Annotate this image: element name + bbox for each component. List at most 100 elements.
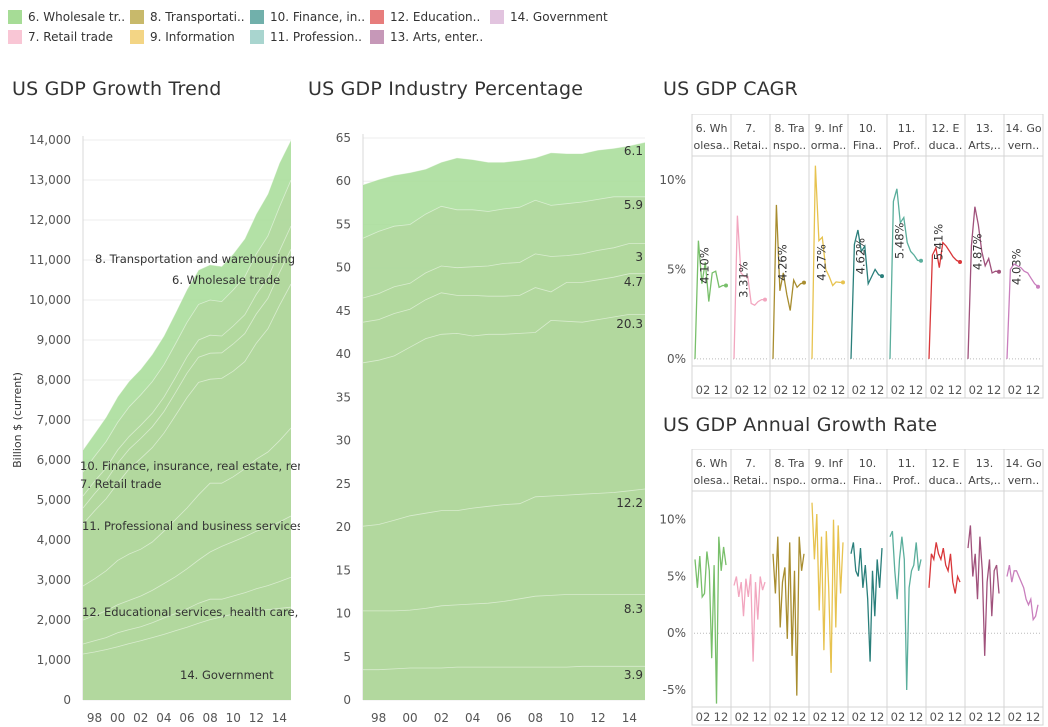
panel-header: 7. [745, 122, 756, 135]
legend-item[interactable]: 9. Information [130, 30, 235, 44]
x-tick-label: 12 [753, 383, 768, 397]
x-tick-label: 02 [1008, 383, 1023, 397]
x-tick-label: 02 [434, 711, 449, 725]
y-tick-label: 0% [667, 352, 686, 366]
panel-header: 9. Inf [814, 122, 843, 135]
y-tick-label: 12,000 [29, 213, 71, 227]
area-edge [82, 179, 292, 473]
legend-label: 11. Profession.. [270, 30, 362, 44]
area-edge [82, 606, 292, 655]
area-edge [82, 576, 292, 645]
panel-header: Fina.. [853, 474, 882, 487]
end-value-label: 3 [635, 250, 643, 264]
legend-item[interactable]: 10. Finance, in.. [250, 10, 365, 24]
panel-header: 6. Wh [696, 122, 728, 135]
y-tick-label: 2,000 [37, 613, 71, 627]
panel-header: 13. [976, 122, 994, 135]
y-tick-label: 10 [336, 607, 351, 621]
x-tick-label: 12 [792, 710, 807, 724]
series-line [733, 215, 765, 359]
panel-header: 11. [898, 457, 916, 470]
x-tick-label: 12 [1026, 710, 1041, 724]
y-tick-label: 10% [659, 513, 686, 527]
y-tick-label: 7,000 [37, 413, 71, 427]
x-tick-label: 14 [272, 711, 287, 725]
y-tick-label: 0% [667, 626, 686, 640]
end-value-label: 3.9 [624, 668, 643, 682]
cagr-value-label: 4.03% [1010, 248, 1024, 285]
area-edge [362, 273, 645, 323]
series-line [811, 502, 844, 673]
legend-item[interactable]: 11. Profession.. [250, 30, 362, 44]
legend-label: 9. Information [150, 30, 235, 44]
y-axis-label: Billion $ (current) [11, 372, 24, 468]
legend-label: 8. Transportati.. [150, 10, 245, 24]
legend-item[interactable]: 8. Transportati.. [130, 10, 245, 24]
cagr-value-label: 3.31% [737, 261, 751, 298]
x-tick-label: 02 [735, 710, 750, 724]
panel-frame [847, 449, 888, 726]
x-tick-label: 02 [969, 383, 984, 397]
cagr-value-label: 4.10% [698, 247, 712, 284]
legend-item[interactable]: 14. Government [490, 10, 608, 24]
series-line [1006, 564, 1039, 622]
annual-growth-title: US GDP Annual Growth Rate [663, 414, 938, 436]
area-edge [82, 515, 292, 621]
y-tick-label: 25 [336, 477, 351, 491]
y-tick-label: 3,000 [37, 573, 71, 587]
end-point [997, 269, 1001, 274]
legend-item[interactable]: 6. Wholesale tr.. [8, 10, 125, 24]
panel-header: 7. [745, 457, 756, 470]
x-tick-label: 12 [948, 710, 963, 724]
panel-header: orma.. [811, 139, 847, 152]
legend-swatch [130, 10, 144, 24]
area-edge [363, 665, 645, 671]
y-tick-label: 30 [336, 434, 351, 448]
x-tick-label: 12 [870, 383, 885, 397]
end-value-label: 8.3 [624, 602, 643, 616]
end-point [841, 280, 845, 285]
x-tick-label: 06 [179, 711, 194, 725]
end-value-label: 12.2 [616, 496, 643, 510]
y-tick-label: 8,000 [37, 373, 71, 387]
x-tick-label: 98 [371, 711, 386, 725]
legend-item[interactable]: 7. Retail trade [8, 30, 113, 44]
legend-swatch [8, 30, 22, 44]
y-tick-label: 4,000 [37, 533, 71, 547]
series-line [772, 536, 805, 696]
x-tick-label: 12 [714, 383, 729, 397]
series-line [967, 525, 1000, 656]
panel-frame [1003, 114, 1044, 399]
y-tick-label: 6,000 [37, 453, 71, 467]
series-line [1006, 263, 1039, 359]
panel-header: Prof.. [893, 474, 921, 487]
y-tick-label: 65 [336, 131, 351, 145]
panel-header: vern.. [1008, 474, 1040, 487]
area-6 [363, 142, 645, 701]
x-tick-label: 02 [774, 710, 789, 724]
x-tick-label: 12 [831, 710, 846, 724]
legend-swatch [130, 30, 144, 44]
x-tick-label: 04 [156, 711, 171, 725]
panel-header: 10. [859, 457, 877, 470]
panel-header: 11. [898, 122, 916, 135]
legend-item[interactable]: 13. Arts, enter.. [370, 30, 483, 44]
x-tick-label: 12 [249, 711, 264, 725]
area-edge [82, 139, 292, 451]
area-edge [363, 594, 645, 612]
x-tick-label: 06 [496, 711, 511, 725]
y-tick-label: 10,000 [29, 293, 71, 307]
area-edge [82, 249, 292, 509]
x-tick-label: 12 [987, 383, 1002, 397]
legend-swatch [370, 10, 384, 24]
industry-percentage-chart: 05101520253035404550556065Billion $ (Cur… [336, 131, 646, 725]
x-tick-label: 12 [714, 710, 729, 724]
series-line [811, 165, 843, 359]
legend-item[interactable]: 12. Education.. [370, 10, 480, 24]
panel-header: duca.. [929, 139, 963, 152]
legend: 6. Wholesale tr.. 7. Retail trade 8. Tra… [8, 8, 628, 48]
panel-header: vern.. [1008, 139, 1040, 152]
panel-header: orma.. [811, 474, 847, 487]
area-edge [362, 314, 645, 364]
panel-header: Arts,.. [968, 139, 1001, 152]
